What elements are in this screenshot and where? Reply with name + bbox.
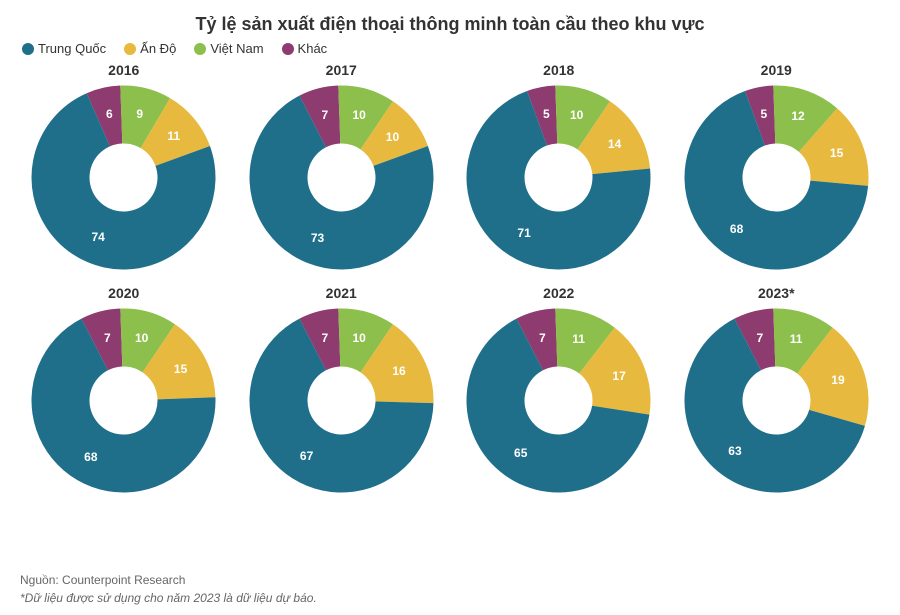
year-label: 2023* xyxy=(758,285,795,301)
chart-cell-2023*: 2023* 7111963 xyxy=(673,285,881,498)
donut-2023*: 7111963 xyxy=(679,303,874,498)
legend-item-1: Ấn Độ xyxy=(124,41,176,56)
year-label: 2020 xyxy=(108,285,139,301)
legend-label: Trung Quốc xyxy=(38,41,106,56)
legend-label: Việt Nam xyxy=(210,41,263,56)
legend-swatch xyxy=(282,43,294,55)
chart-container: Tỷ lệ sản xuất điện thoại thông minh toà… xyxy=(0,0,900,615)
donut-2019: 5121568 xyxy=(679,80,874,275)
legend-item-2: Việt Nam xyxy=(194,41,263,56)
chart-cell-2019: 2019 5121568 xyxy=(673,62,881,275)
donut-2018: 5101471 xyxy=(461,80,656,275)
year-label: 2019 xyxy=(761,62,792,78)
page-title: Tỷ lệ sản xuất điện thoại thông minh toà… xyxy=(20,14,880,35)
chart-cell-2020: 2020 7101568 xyxy=(20,285,228,498)
source-text: Nguồn: Counterpoint Research xyxy=(20,573,185,587)
legend-item-3: Khác xyxy=(282,41,328,56)
chart-grid: 2016 691174 2017 7101073 2018 5101471 2019 5121… xyxy=(20,62,880,498)
year-label: 2021 xyxy=(326,285,357,301)
legend-item-0: Trung Quốc xyxy=(22,41,106,56)
legend-swatch xyxy=(194,43,206,55)
legend-label: Ấn Độ xyxy=(140,41,176,56)
donut-2017: 7101073 xyxy=(244,80,439,275)
legend-swatch xyxy=(22,43,34,55)
donut-2016: 691174 xyxy=(26,80,221,275)
chart-cell-2016: 2016 691174 xyxy=(20,62,228,275)
year-label: 2017 xyxy=(326,62,357,78)
donut-2021: 7101667 xyxy=(244,303,439,498)
chart-cell-2021: 2021 7101667 xyxy=(238,285,446,498)
chart-cell-2017: 2017 7101073 xyxy=(238,62,446,275)
chart-cell-2022: 2022 7111765 xyxy=(455,285,663,498)
legend: Trung Quốc Ấn Độ Việt Nam Khác xyxy=(22,41,880,56)
legend-label: Khác xyxy=(298,41,328,56)
note-text: *Dữ liệu được sử dụng cho năm 2023 là dữ… xyxy=(20,591,317,605)
donut-2022: 7111765 xyxy=(461,303,656,498)
year-label: 2022 xyxy=(543,285,574,301)
legend-swatch xyxy=(124,43,136,55)
donut-2020: 7101568 xyxy=(26,303,221,498)
year-label: 2016 xyxy=(108,62,139,78)
year-label: 2018 xyxy=(543,62,574,78)
chart-cell-2018: 2018 5101471 xyxy=(455,62,663,275)
